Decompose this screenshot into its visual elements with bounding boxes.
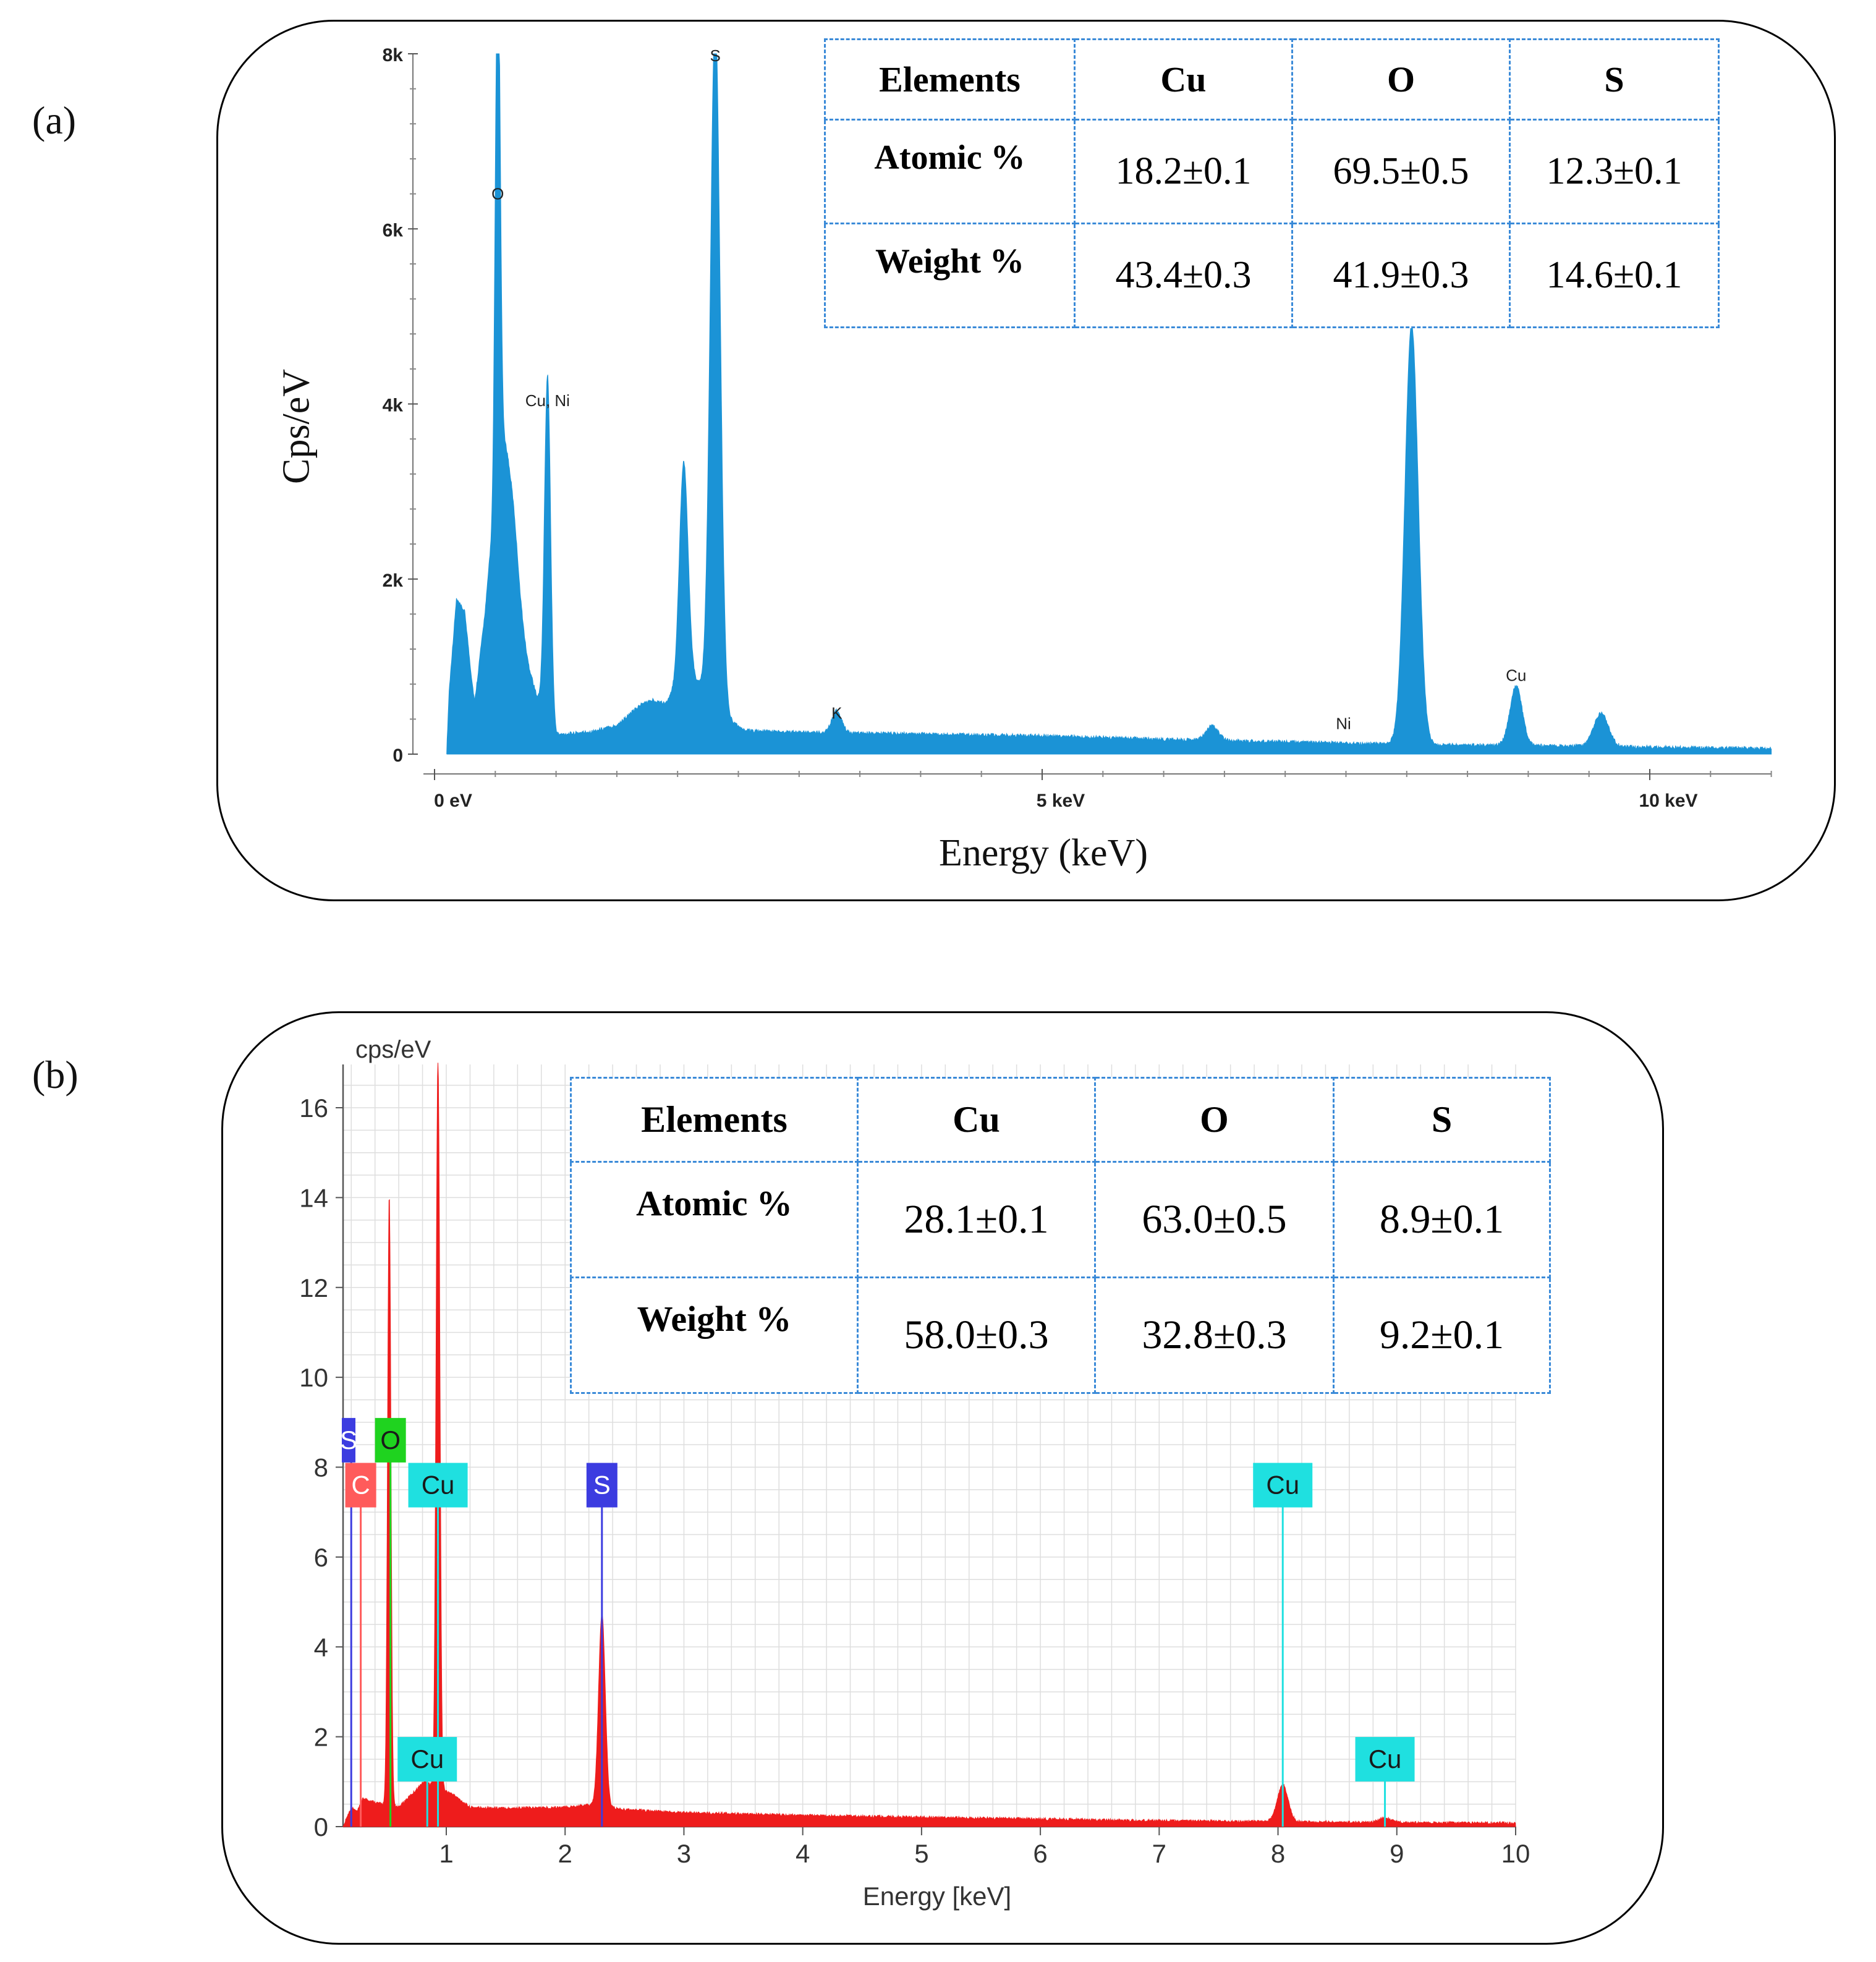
panel-a-table-cell: 41.9±0.3 <box>1291 223 1511 328</box>
spectrum-area <box>446 53 1772 755</box>
panel-a-frame <box>216 20 1836 901</box>
x-tick-label: 9 <box>1390 1839 1404 1868</box>
element-marker-box <box>375 1417 406 1463</box>
x-tick-label: 10 keV <box>1639 791 1697 811</box>
y-tick-label: 14 <box>299 1183 328 1212</box>
y-tick-label: 6k <box>383 220 404 240</box>
y-tick-label: 0 <box>314 1812 328 1841</box>
peak-label: O <box>491 185 504 203</box>
element-marker-box <box>1253 1463 1313 1508</box>
panel-a-table-row-label: Atomic % <box>824 119 1076 224</box>
peak-label: K <box>831 703 843 722</box>
panel-a-table-cell: 18.2±0.1 <box>1074 119 1293 224</box>
peak-label: S <box>710 46 720 65</box>
y-tick-label: 8 <box>314 1453 328 1482</box>
y-tick-label: 16 <box>299 1094 328 1123</box>
panel-a-table-row-label: Weight % <box>824 223 1076 328</box>
panel-a-table-cell: 12.3±0.1 <box>1509 119 1720 224</box>
x-tick-label: 5 keV <box>1037 791 1085 811</box>
panel-a-table-header-s: S <box>1509 38 1720 121</box>
spectrum-area <box>342 1063 1516 1827</box>
panel-b-table-cell: 32.8±0.3 <box>1094 1276 1335 1394</box>
panel-b-frame <box>221 1011 1664 1945</box>
panel-b-table-row-label: Weight % <box>570 1276 859 1394</box>
y-tick-label: 2 <box>314 1723 328 1752</box>
y-tick-label: 4 <box>314 1633 328 1662</box>
element-marker-box <box>1355 1736 1415 1782</box>
panel-b-table-cell: 9.2±0.1 <box>1333 1276 1551 1394</box>
peak-label: Ni <box>1336 714 1351 733</box>
x-tick-label: 2 <box>558 1839 572 1868</box>
element-marker-box <box>586 1463 618 1508</box>
element-marker-label: O <box>380 1425 401 1455</box>
panel-b-unit-label: cps/eV <box>355 1036 431 1063</box>
y-tick-label: 8k <box>383 45 404 66</box>
x-tick-label: 3 <box>677 1839 691 1868</box>
peak-label: Cu, Ni <box>525 391 570 410</box>
panel-b-table-cell: 28.1±0.1 <box>857 1161 1096 1278</box>
panel-a-table-cell: 43.4±0.3 <box>1074 223 1293 328</box>
panel-a-table: Elements Cu O S Atomic % 18.2±0.1 69.5±0… <box>824 38 1720 328</box>
panel-a-x-label: Energy (keV) <box>938 832 1148 874</box>
panel-b-table-cell: 58.0±0.3 <box>857 1276 1096 1394</box>
x-tick-label: 8 <box>1271 1839 1285 1868</box>
panel-a-table-header-o: O <box>1291 38 1511 121</box>
element-marker-label: S <box>593 1471 611 1500</box>
panel-b-table-header-elements: Elements <box>570 1077 859 1163</box>
panel-a-table-cell: 69.5±0.5 <box>1291 119 1511 224</box>
peak-label: Cu <box>1506 666 1526 685</box>
x-tick-label: 5 <box>914 1839 928 1868</box>
panel-b-label: (b) <box>32 1053 79 1097</box>
panel-b-table-row-label: Atomic % <box>570 1161 859 1278</box>
panel-a-table-header-cu: Cu <box>1074 38 1293 121</box>
element-marker-label: C <box>351 1471 370 1500</box>
panel-b-table-cell: 8.9±0.1 <box>1333 1161 1551 1278</box>
element-marker-label: Cu <box>422 1471 455 1500</box>
x-tick-label: 6 <box>1033 1839 1047 1868</box>
panel-b-table: Elements Cu O S Atomic % 28.1±0.1 63.0±0… <box>570 1077 1551 1394</box>
x-tick-label: 4 <box>796 1839 810 1868</box>
x-tick-label: 10 <box>1501 1839 1530 1868</box>
panel-b-x-label: Energy [keV] <box>862 1882 1012 1911</box>
x-tick-label: 0 eV <box>434 791 472 811</box>
panel-a-y-label: Cps/eV <box>275 369 318 484</box>
element-marker-box <box>345 1463 376 1508</box>
element-marker-label: Cu <box>1369 1744 1402 1773</box>
panel-a-table-header-elements: Elements <box>824 38 1076 121</box>
panel-b-table-header-o: O <box>1094 1077 1335 1163</box>
panel-a-label: (a) <box>32 98 77 142</box>
panel-b-table-cell: 63.0±0.5 <box>1094 1161 1335 1278</box>
y-tick-label: 12 <box>299 1273 328 1302</box>
element-marker-box <box>408 1463 468 1508</box>
element-marker-label: Cu <box>410 1744 444 1773</box>
element-marker-label: Cu <box>1266 1471 1299 1500</box>
x-tick-label: 1 <box>439 1839 453 1868</box>
y-tick-label: 2k <box>383 571 404 591</box>
y-tick-label: 0 <box>393 745 403 766</box>
element-marker-box <box>397 1736 457 1782</box>
element-marker-label: S <box>340 1425 357 1455</box>
y-tick-label: 6 <box>314 1543 328 1572</box>
y-tick-label: 4k <box>383 396 404 416</box>
x-tick-label: 7 <box>1152 1839 1166 1868</box>
panel-a-table-cell: 14.6±0.1 <box>1509 223 1720 328</box>
panel-b-table-header-s: S <box>1333 1077 1551 1163</box>
element-marker-box <box>342 1417 355 1463</box>
panel-b-table-header-cu: Cu <box>857 1077 1096 1163</box>
y-tick-label: 10 <box>299 1363 328 1392</box>
